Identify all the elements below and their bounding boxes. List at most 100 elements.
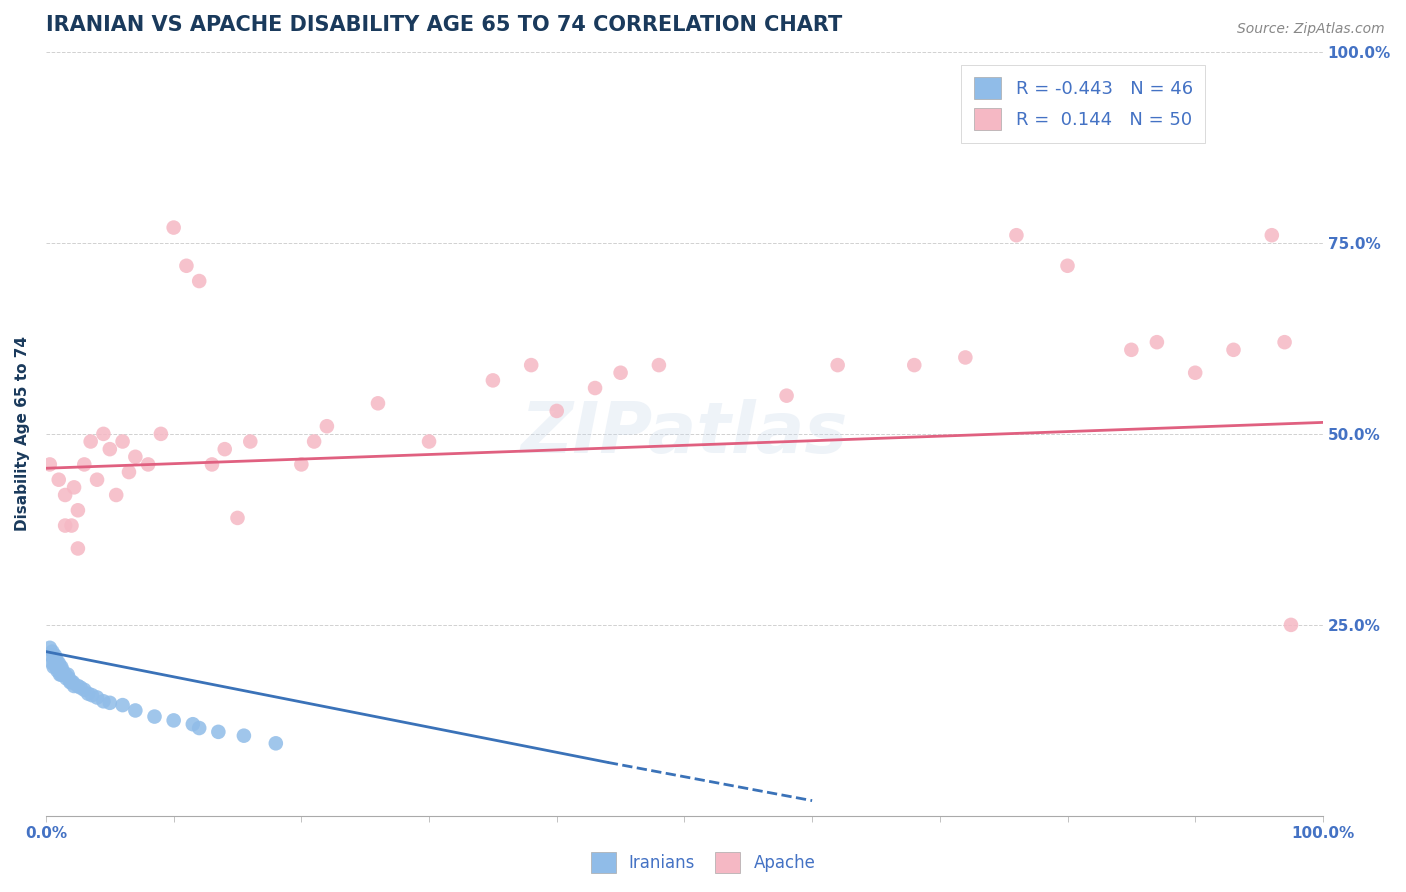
Point (1222, 343, 1244, 357)
Point (58, 672, 80, 686)
Point (124, 450, 146, 464)
Point (239, 434, 262, 449)
Point (1121, 343, 1143, 357)
Point (63, 480, 86, 494)
Point (38, 640, 60, 655)
Point (955, 351, 977, 365)
Point (39, 648, 62, 663)
Point (583, 381, 606, 395)
Point (44, 656, 66, 670)
Point (648, 358, 671, 372)
Point (93, 694, 115, 708)
Point (69, 681, 91, 695)
Point (60, 518, 83, 533)
Point (111, 698, 134, 712)
Point (188, 274, 211, 288)
Point (48, 473, 70, 487)
Point (201, 458, 224, 472)
Point (302, 434, 325, 449)
Point (59, 675, 82, 690)
Point (52, 667, 75, 681)
Point (42, 652, 65, 666)
Point (51, 660, 73, 674)
Point (41, 645, 63, 659)
Point (93, 426, 115, 441)
Point (86, 690, 108, 705)
Point (290, 458, 312, 472)
Point (1261, 228, 1284, 243)
Point (609, 366, 631, 380)
Point (73, 682, 96, 697)
Point (55, 672, 77, 686)
Point (49, 667, 72, 681)
Point (45, 652, 67, 666)
Point (52, 664, 75, 678)
Point (163, 220, 186, 235)
Point (41, 656, 63, 670)
Point (52, 667, 75, 681)
Point (56, 667, 79, 681)
Point (1056, 259, 1078, 273)
Point (163, 714, 186, 728)
Point (214, 442, 236, 457)
Point (1146, 335, 1168, 350)
Point (111, 434, 134, 449)
Point (1005, 228, 1028, 243)
Point (66, 541, 89, 556)
Point (77, 687, 100, 701)
Point (181, 717, 204, 731)
Point (98, 696, 121, 710)
Point (53, 488, 76, 502)
Point (520, 358, 543, 372)
Point (118, 465, 141, 479)
Point (44, 648, 66, 663)
Point (1279, 618, 1302, 632)
Point (1274, 335, 1296, 350)
Text: IRANIAN VS APACHE DISABILITY AGE 65 TO 74 CORRELATION CHART: IRANIAN VS APACHE DISABILITY AGE 65 TO 7… (46, 15, 842, 35)
Text: Source: ZipAtlas.com: Source: ZipAtlas.com (1237, 22, 1385, 37)
Point (546, 404, 568, 418)
Point (53, 518, 76, 533)
Point (73, 458, 96, 472)
Text: ZIPatlas: ZIPatlas (520, 400, 848, 468)
Point (136, 458, 159, 472)
Point (124, 703, 146, 717)
Point (51, 667, 73, 681)
Point (45, 660, 67, 674)
Point (903, 358, 925, 372)
Point (207, 724, 229, 739)
Point (98, 442, 121, 457)
Point (149, 426, 172, 441)
Point (143, 709, 166, 723)
Point (418, 434, 440, 449)
Point (176, 259, 198, 273)
Point (105, 488, 128, 502)
Legend: Iranians, Apache: Iranians, Apache (583, 846, 823, 880)
Point (48, 660, 70, 674)
Y-axis label: Disability Age 65 to 74: Disability Age 65 to 74 (15, 336, 30, 532)
Point (232, 729, 254, 743)
Point (482, 373, 505, 387)
Legend: R = -0.443   N = 46, R =  0.144   N = 50: R = -0.443 N = 46, R = 0.144 N = 50 (962, 65, 1205, 143)
Point (62, 675, 84, 690)
Point (53, 667, 76, 681)
Point (63, 679, 86, 693)
Point (226, 511, 249, 525)
Point (188, 721, 211, 735)
Point (264, 736, 287, 750)
Point (46, 656, 69, 670)
Point (315, 419, 337, 434)
Point (66, 503, 89, 517)
Point (86, 473, 108, 487)
Point (827, 358, 849, 372)
Point (1184, 366, 1206, 380)
Point (367, 396, 389, 410)
Point (42, 660, 65, 674)
Point (48, 656, 70, 670)
Point (60, 675, 83, 690)
Point (46, 664, 69, 678)
Point (775, 389, 797, 403)
Point (79, 434, 101, 449)
Point (80, 688, 103, 702)
Point (38, 458, 60, 472)
